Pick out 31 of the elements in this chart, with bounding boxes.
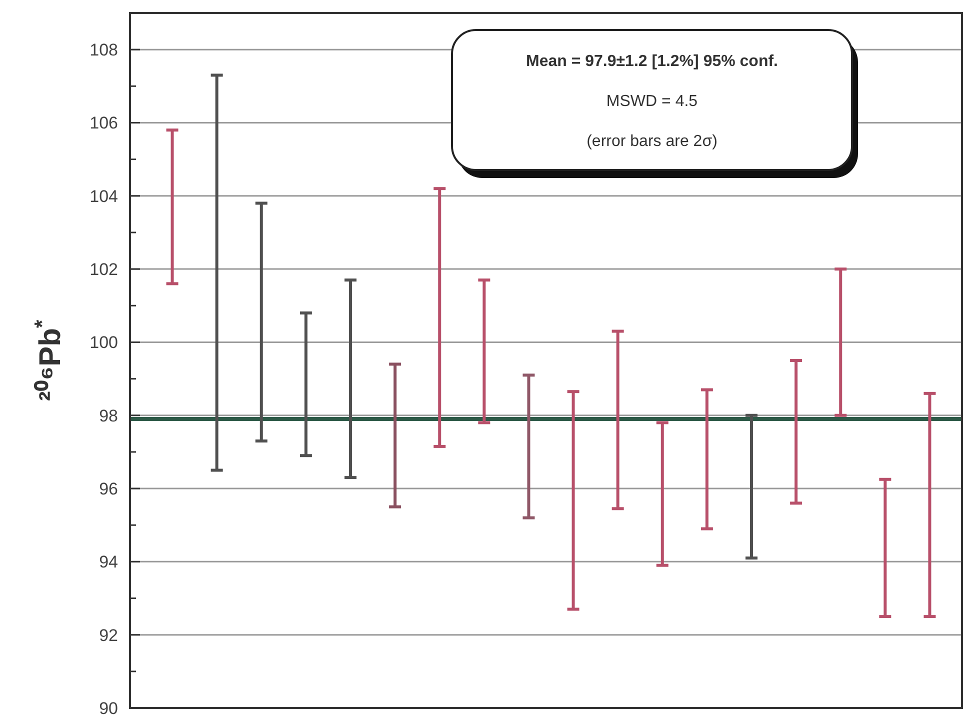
- bar: [928, 393, 932, 617]
- bar: [438, 188, 442, 446]
- y-tick-label: 92: [99, 626, 118, 645]
- y-tick-label: 108: [90, 40, 118, 60]
- bar: [839, 269, 842, 416]
- bar: [394, 364, 397, 507]
- bar: [482, 280, 486, 423]
- bar: [750, 415, 753, 558]
- y-tick-label: 104: [90, 186, 118, 206]
- bar: [705, 390, 708, 529]
- bar: [349, 280, 352, 478]
- bar: [660, 422, 664, 566]
- bar: [527, 375, 530, 518]
- y-tick-label: 94: [99, 552, 118, 572]
- bar: [304, 312, 308, 456]
- bar: [794, 360, 798, 504]
- bar: [170, 130, 174, 284]
- annotation: (error bars are 2σ): [586, 133, 718, 150]
- y-tick-label: 100: [90, 333, 118, 352]
- y-tick-label: 96: [99, 479, 118, 498]
- bar: [215, 75, 218, 470]
- bar: [884, 479, 887, 617]
- bar: [616, 331, 620, 509]
- y-tick-label: 102: [90, 260, 118, 280]
- y-tick-label: 90: [99, 698, 118, 718]
- y-tick-label: 98: [99, 406, 118, 426]
- bar: [572, 392, 575, 610]
- annotation: MSWD = 4.5: [606, 93, 698, 110]
- annotation: Mean = 97.9±1.2 [1.2%] 95% conf.: [526, 53, 778, 70]
- y-tick-label: 106: [90, 114, 118, 133]
- bar: [260, 203, 263, 441]
